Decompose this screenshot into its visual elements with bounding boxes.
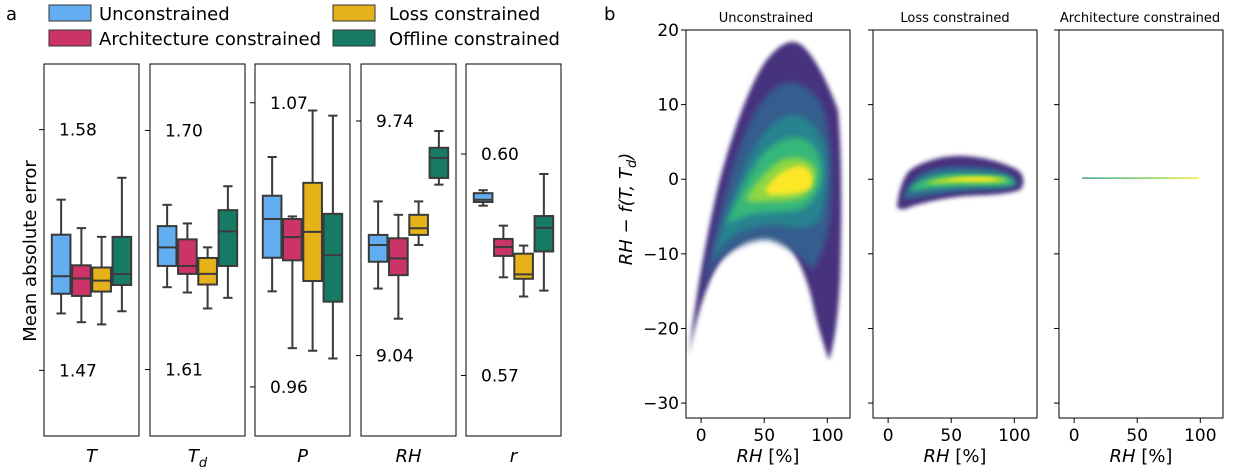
box-loss-constrained [91, 266, 112, 293]
legend: Unconstrained Architecture constrained L… [48, 4, 560, 50]
ytick-label: −10 [643, 245, 679, 265]
legend-swatch-architecture [48, 29, 92, 47]
box-architecture-constrained [388, 237, 409, 277]
box-architecture-constrained [282, 218, 303, 262]
density-architecture-line [1082, 177, 1199, 179]
panel-b-ylabel: RH − f(T, Td) [616, 153, 640, 266]
subplot-xlabel: Td [188, 446, 208, 469]
box-unconstrained [367, 233, 389, 263]
panel-a-label: a [6, 4, 17, 25]
xtick-label: 0 [696, 426, 707, 446]
ytick-label: 0 [668, 170, 679, 190]
density-unconstrained [689, 41, 842, 361]
panel-a-ylabel: Mean absolute error [20, 160, 41, 342]
subplot-frame-4 [465, 63, 562, 437]
box-unconstrained [50, 233, 72, 295]
legend-swatch-loss [332, 4, 376, 22]
top-value-label: 0.60 [481, 145, 519, 165]
box-unconstrained [261, 194, 283, 259]
box-architecture-constrained [177, 238, 198, 275]
subplot-xlabel: RH [395, 446, 422, 467]
xaxis-label: RH [%] [737, 446, 800, 467]
top-value-label: 1.58 [59, 121, 97, 141]
box-unconstrained [472, 192, 494, 204]
panel-b-y-axis: 20 10 0 −10 −20 −30 [643, 21, 1059, 414]
ytick-label: 20 [657, 21, 679, 41]
legend-swatch-unconstrained [48, 4, 92, 22]
subplot-unconstrained: Unconstrained [685, 11, 851, 419]
xtick-label: 100 [811, 426, 843, 446]
subplot-architecture: Architecture constrained [1058, 11, 1224, 419]
panel-b-x-axes: 0 50 100 RH [%] 0 50 100 RH [%] 0 50 100 RH [%] [696, 418, 1217, 467]
subplot-frame-3 [360, 63, 457, 437]
xaxis-label: RH [%] [1110, 446, 1173, 467]
box-unconstrained [156, 225, 178, 267]
box-offline-constrained [111, 235, 133, 287]
xtick-label: 50 [1126, 426, 1148, 446]
bottom-value-label: 1.47 [59, 361, 97, 381]
box-loss-constrained [197, 256, 218, 286]
subplot-xlabel: r [510, 446, 519, 467]
top-value-label: 9.74 [376, 112, 414, 132]
box-offline-constrained [217, 209, 239, 267]
ytick-label: 10 [657, 96, 679, 116]
box-offline-constrained [428, 146, 450, 179]
xtick-label: 100 [998, 426, 1030, 446]
box-loss-constrained [513, 252, 534, 280]
xtick-label: 50 [753, 426, 775, 446]
subplot-frame-architecture [1058, 29, 1224, 419]
top-value-label: 1.70 [165, 121, 203, 141]
xtick-label: 50 [940, 426, 962, 446]
subplot-frame-loss [872, 29, 1038, 419]
subplot-xlabel: T [86, 446, 99, 467]
bottom-value-label: 0.96 [270, 378, 308, 398]
subplot-title-architecture: Architecture constrained [1060, 11, 1220, 26]
subplot-title-loss: Loss constrained [900, 11, 1009, 26]
bottom-value-label: 9.04 [376, 347, 414, 367]
subplot-frame-unconstrained [685, 29, 851, 419]
subplot-loss: Loss constrained [872, 11, 1038, 419]
legend-label-unconstrained: Unconstrained [99, 4, 230, 25]
subplot-xlabel: P [297, 446, 308, 467]
top-value-label: 1.07 [270, 94, 308, 114]
subplot-title-unconstrained: Unconstrained [719, 11, 813, 26]
panel-a-boxplots: 1.58 1.47 T 1.70 1.61 Td 1.07 0.96 P 9.74 9.04 RH 0.… [39, 63, 562, 469]
box-architecture-constrained [71, 264, 92, 297]
xaxis-label: RH [%] [924, 446, 987, 467]
legend-swatch-offline [332, 29, 376, 47]
xtick-label: 100 [1184, 426, 1216, 446]
ytick-label: −30 [643, 394, 679, 414]
panel-b-label: b [604, 4, 615, 25]
legend-label-architecture: Architecture constrained [99, 29, 321, 50]
subplot-frame-1 [149, 63, 246, 437]
bottom-value-label: 1.61 [165, 361, 203, 381]
box-offline-constrained [322, 212, 344, 303]
subplot-frame-2 [254, 63, 351, 437]
xtick-label: 0 [1069, 426, 1080, 446]
bottom-value-label: 0.57 [481, 366, 519, 386]
ytick-label: −20 [643, 319, 679, 339]
legend-label-loss: Loss constrained [389, 4, 540, 25]
subplot-frame-0 [43, 63, 140, 437]
xtick-label: 0 [883, 426, 894, 446]
box-offline-constrained [533, 215, 555, 253]
legend-label-offline: Offline constrained [389, 29, 560, 50]
density-loss [897, 155, 1024, 210]
box-loss-constrained [408, 213, 429, 236]
